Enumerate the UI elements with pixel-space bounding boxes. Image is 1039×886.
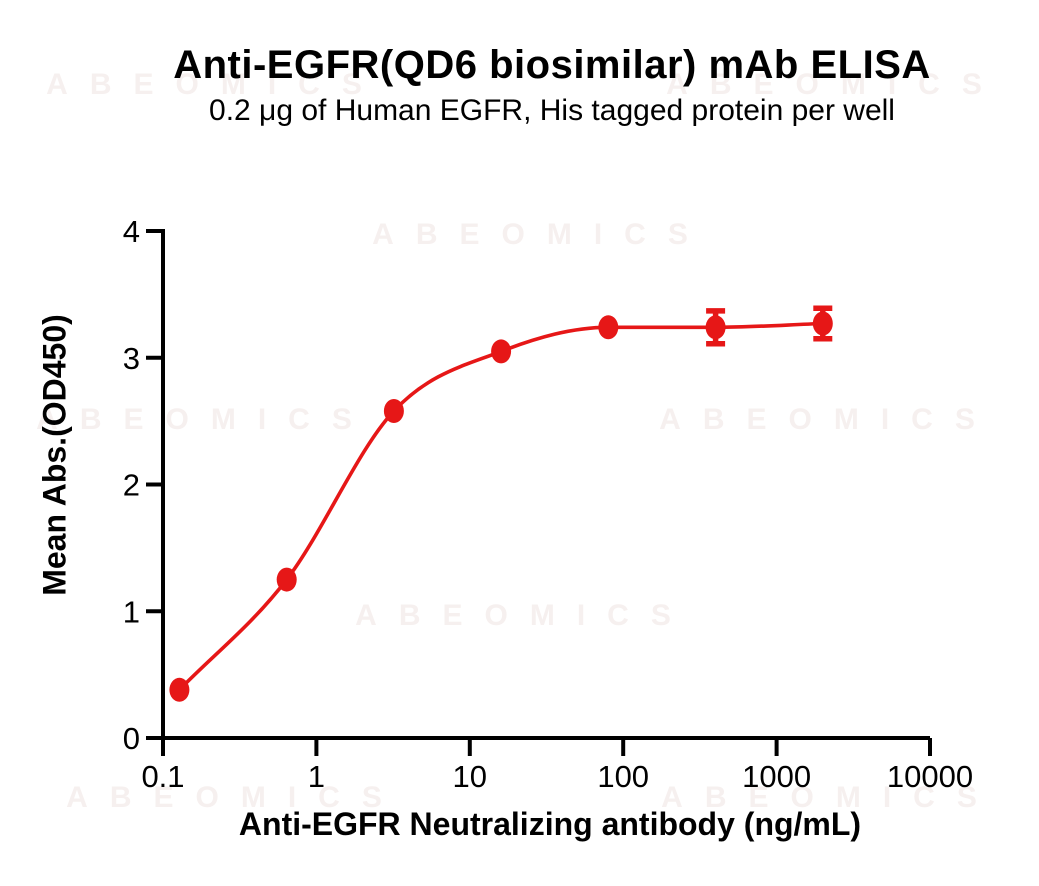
- x-tick-label: 10000: [887, 759, 973, 794]
- watermark-text: ABEOMICS: [661, 781, 999, 814]
- chart-header: Anti-EGFR(QD6 biosimilar) mAb ELISA 0.2 …: [65, 42, 1039, 128]
- watermark-text: ABEOMICS: [659, 403, 997, 436]
- x-tick-label: 10: [453, 759, 487, 794]
- y-tick-label: 0: [123, 721, 140, 756]
- data-point-marker: [705, 315, 726, 340]
- chart-subtitle: 0.2 μg of Human EGFR, His tagged protein…: [209, 94, 895, 127]
- watermark-text: ABEOMICS: [666, 68, 1004, 101]
- x-tick-label: 0.1: [141, 759, 184, 794]
- watermark-text: ABEOMICS: [355, 599, 693, 632]
- x-tick-label: 100: [597, 759, 649, 794]
- y-tick-label: 2: [123, 468, 140, 503]
- chart-title: Anti-EGFR(QD6 biosimilar) mAb ELISA: [173, 43, 931, 87]
- watermark-text: ABEOMICS: [66, 781, 404, 814]
- data-point-marker: [491, 339, 512, 364]
- x-tick-label: 1000: [742, 759, 811, 794]
- watermark-text: ABEOMICS: [36, 403, 374, 436]
- watermark-text: ABEOMICS: [46, 68, 384, 101]
- y-tick-label: 3: [123, 341, 140, 376]
- y-tick-label: 1: [123, 594, 140, 629]
- watermark-text: ABEOMICS: [372, 218, 710, 251]
- data-point-marker: [169, 677, 190, 702]
- data-point-marker: [383, 399, 404, 423]
- x-axis-label-wrap: Anti-EGFR Neutralizing antibody (ng/mL): [65, 806, 1035, 843]
- data-point-marker: [276, 567, 297, 592]
- data-point-marker: [812, 311, 833, 336]
- y-tick-label: 4: [123, 214, 140, 249]
- y-axis-label: Mean Abs.(OD450): [36, 314, 73, 596]
- x-axis-label: Anti-EGFR Neutralizing antibody (ng/mL): [238, 806, 862, 842]
- dose-response-curve: [178, 321, 823, 692]
- data-point-marker: [598, 315, 619, 340]
- x-tick-label: 1: [308, 759, 325, 794]
